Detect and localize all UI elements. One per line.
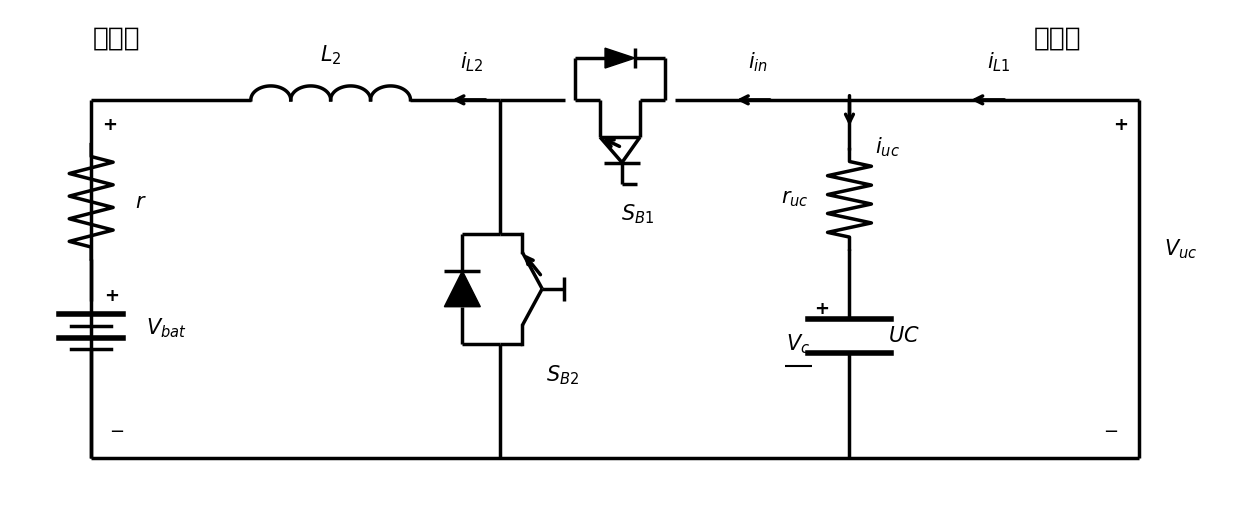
Text: $V_{c}$: $V_{c}$ [785,332,810,356]
Text: $-$: $-$ [1104,421,1118,439]
Text: $i_{L2}$: $i_{L2}$ [460,50,485,74]
Text: $L_2$: $L_2$ [320,43,341,67]
Text: $r_{uc}$: $r_{uc}$ [781,189,808,209]
Polygon shape [605,48,635,68]
Text: $r$: $r$ [135,192,146,212]
Text: $S_{B2}$: $S_{B2}$ [546,363,579,387]
Text: $-$: $-$ [109,421,124,439]
Text: $i_{in}$: $i_{in}$ [748,50,768,74]
Polygon shape [444,271,480,307]
Text: +: + [102,116,117,134]
Text: $i_{L1}$: $i_{L1}$ [987,50,1011,74]
Text: +: + [1114,116,1128,134]
Text: 低压侧: 低压侧 [93,25,141,51]
Text: $S_{B1}$: $S_{B1}$ [621,203,655,226]
Text: $UC$: $UC$ [889,326,920,346]
Text: $V_{bat}$: $V_{bat}$ [146,317,187,341]
Text: 高压侧: 高压侧 [1034,25,1081,51]
Text: +: + [104,287,119,305]
Text: +: + [813,300,830,318]
Text: $i_{uc}$: $i_{uc}$ [875,136,900,159]
Text: $V_{uc}$: $V_{uc}$ [1164,237,1198,261]
